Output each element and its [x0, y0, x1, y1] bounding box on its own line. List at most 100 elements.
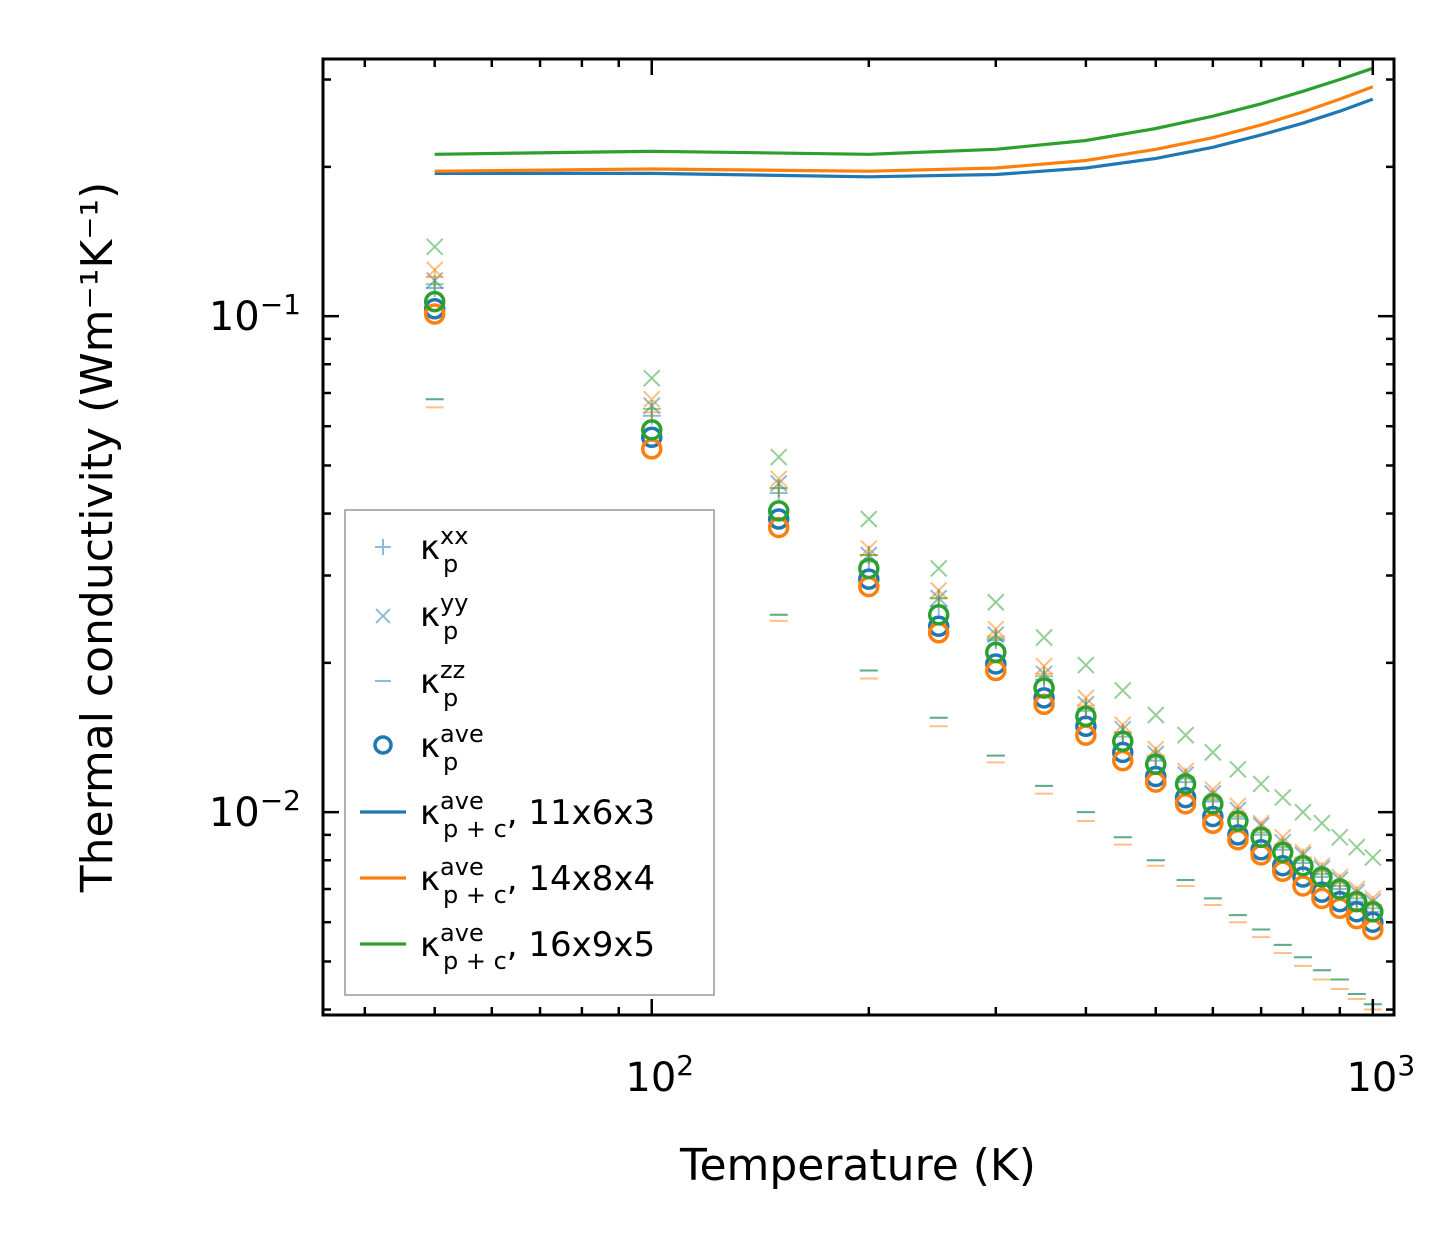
kappa-p-ave-point: [1075, 715, 1097, 738]
legend-box: [344, 509, 715, 996]
kappa-p-yy-point: [425, 238, 444, 256]
legend-subscript: p: [443, 684, 458, 712]
x-tick-label: 102: [625, 1049, 694, 1101]
legend-label: κave p + c, 11x6x3: [420, 787, 655, 843]
kappa-p-ave-point: [1271, 841, 1294, 864]
kappa-p-yy-point: [987, 620, 1005, 638]
legend-subscript: p: [443, 617, 458, 645]
kappa-p-xx-point: [642, 399, 661, 418]
kappa-p-ave-point: [1174, 792, 1197, 815]
kappa-p-ave-point: [1346, 890, 1368, 913]
y-tick-label: 10−2: [209, 784, 301, 836]
legend-circle-marker: [373, 735, 393, 755]
kappa-p-ave-point: [985, 653, 1007, 675]
legend-superscript: ave: [440, 919, 484, 947]
kappa-p-yy-point: [1229, 797, 1247, 815]
kappa-p-yy-point: [987, 593, 1005, 611]
kappa-p-yy-point: [1313, 814, 1331, 832]
kappa-p-ave-point: [767, 508, 790, 530]
legend-subscript: p: [443, 550, 458, 578]
legend-superscript: yy: [440, 589, 468, 617]
kappa-p-yy-point: [1204, 743, 1222, 762]
y-tick-label-base: 10: [209, 294, 260, 340]
legend-label: κave p: [420, 720, 484, 776]
kappa-p-ave-point: [1202, 792, 1224, 815]
legend-label: κxx p: [420, 522, 468, 578]
kappa-p-ave-point: [423, 290, 446, 313]
kappa-pc-ave-line-14x8x4: [434, 85, 1374, 173]
kappa-p-yy-point: [643, 369, 661, 387]
kappa-p-ave-point: [1112, 730, 1134, 752]
x-axis-label: Temperature (K): [679, 1140, 1036, 1191]
kappa-pc-ave-line-16x9x5: [434, 66, 1374, 156]
kappa-p-xx-point: [1035, 667, 1054, 686]
kappa-p-ave-point: [1311, 887, 1333, 910]
kappa-p-ave-point: [1227, 810, 1249, 832]
kappa-p-ave-point: [1292, 854, 1314, 877]
legend-symbol: κ: [420, 528, 440, 568]
kappa-p-ave-point: [1311, 866, 1333, 888]
kappa-p-ave-point: [927, 604, 950, 626]
legend-entry: κave p + c, 11x6x3: [360, 787, 655, 843]
plot-frame: [321, 57, 1396, 1017]
kappa-p-ave-point: [1033, 687, 1055, 709]
kappa-p-yy-point: [1176, 726, 1195, 744]
kappa-p-yy-point: [1114, 681, 1132, 700]
kappa-p-ave-point: [1145, 753, 1167, 775]
legend-entry: κzz p: [375, 656, 465, 712]
kappa-p-yy-point: [1035, 657, 1053, 675]
legend-subscript: p + c: [443, 947, 507, 975]
legend-entry: κxx p: [375, 522, 468, 578]
kappa-p-ave-point: [1174, 773, 1197, 795]
legend-symbol: κ: [420, 859, 440, 899]
kappa-p-ave-point: [1075, 705, 1097, 728]
kappa-p-ave-point: [985, 641, 1007, 664]
kappa-p-ave-point: [1033, 677, 1055, 699]
legend-superscript: xx: [440, 522, 468, 550]
y-tick-label-exp: −2: [260, 784, 301, 817]
legend-entry: κave p + c, 14x8x4: [360, 853, 655, 909]
kappa-p-xx-point: [425, 275, 444, 294]
kappa-p-yy-point: [1348, 838, 1366, 856]
x-tick-label-exp: 2: [676, 1049, 694, 1082]
y-tick-label: 10−1: [209, 288, 301, 340]
legend-superscript: zz: [440, 656, 465, 684]
legend-plus-marker: [375, 539, 391, 555]
legend-superscript: ave: [440, 787, 484, 815]
kappa-p-yy-point: [643, 390, 661, 408]
y-tick-label-exp: −1: [260, 288, 301, 321]
kappa-p-yy-point: [770, 448, 788, 466]
kappa-p-yy-point: [860, 510, 878, 528]
kappa-p-ave-point: [1250, 826, 1272, 849]
kappa-p-yy-point: [1252, 775, 1270, 793]
kappa-p-ave-point: [423, 303, 446, 325]
kappa-p-yy-point: [929, 559, 948, 578]
kappa-p-ave-point: [858, 568, 880, 590]
kappa-p-yy-point: [1229, 760, 1247, 779]
kappa-p-ave-point: [1202, 805, 1224, 828]
kappa-p-yy-point: [1294, 803, 1312, 821]
axis-ticks: [323, 59, 1394, 1015]
legend-superscript: ave: [440, 853, 484, 881]
legend-subscript: p + c: [443, 815, 507, 843]
kappa-p-ave-point: [1329, 878, 1351, 900]
y-tick-label-base: 10: [209, 790, 260, 836]
kappa-p-yy-point: [1035, 628, 1053, 647]
legend-label: κyy p: [420, 589, 468, 645]
legend-x-marker: [375, 608, 391, 624]
x-tick-label-exp: 3: [1397, 1049, 1415, 1082]
kappa-p-ave-point: [1112, 741, 1134, 764]
legend-entry: κave p + c, 16x9x5: [360, 919, 655, 975]
legend-superscript: ave: [440, 720, 484, 748]
legend-symbol: κ: [420, 595, 440, 635]
kappa-p-ave-point: [1174, 786, 1197, 809]
kappa-p-yy-point: [1364, 848, 1382, 867]
legend-subscript: p: [443, 748, 458, 776]
legend-suffix: , 11x6x3: [507, 793, 655, 833]
kappa-p-yy-point: [1331, 828, 1349, 846]
kappa-p-ave-point: [858, 557, 880, 580]
kappa-p-yy-point: [1077, 689, 1095, 707]
legend-entry: κave p: [373, 720, 484, 776]
